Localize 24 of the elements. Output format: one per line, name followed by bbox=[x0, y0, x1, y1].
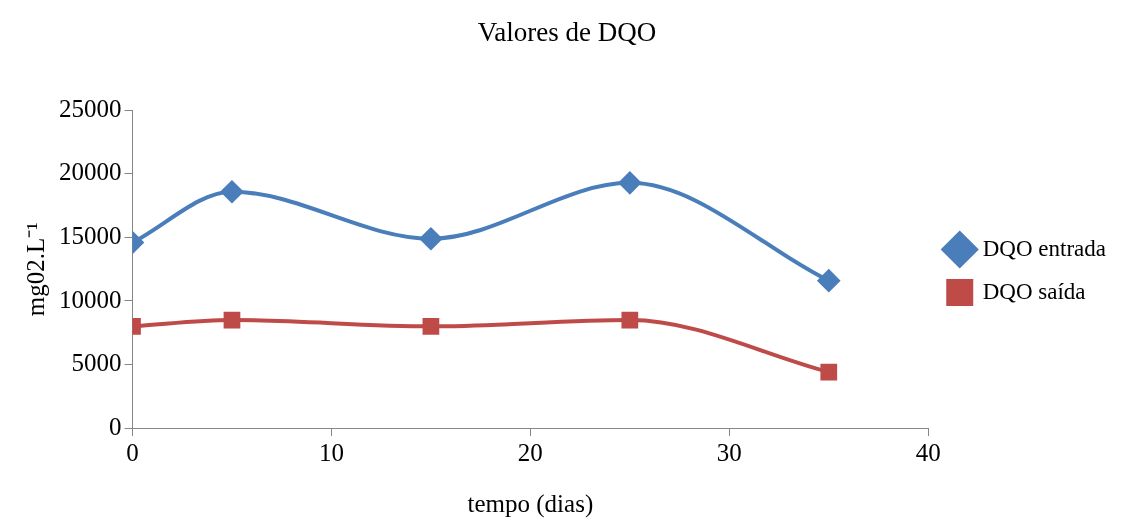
x-tick-label: 40 bbox=[915, 438, 941, 466]
x-tick-label: 10 bbox=[318, 438, 344, 466]
chart-title: Valores de DQO bbox=[477, 17, 657, 48]
y-tick-label: 0 bbox=[109, 412, 122, 440]
y-tick-label: 5000 bbox=[71, 349, 122, 377]
y-tick-label: 25000 bbox=[59, 94, 122, 122]
point bbox=[820, 363, 838, 381]
y-tick-label: 10000 bbox=[59, 285, 122, 313]
legend-label: DQO saída bbox=[982, 278, 1086, 304]
point bbox=[223, 311, 241, 329]
point bbox=[419, 227, 442, 250]
legend-label: DQO entrada bbox=[982, 235, 1107, 261]
point bbox=[618, 171, 641, 194]
y-tick-label: 20000 bbox=[59, 158, 122, 186]
point bbox=[817, 269, 840, 292]
point bbox=[422, 318, 440, 335]
point bbox=[220, 180, 243, 203]
y-axis-title: mg02.L⁻¹ bbox=[21, 222, 49, 317]
x-tick-label: 0 bbox=[126, 438, 139, 466]
point bbox=[621, 311, 639, 329]
x-axis-title: tempo (dias) bbox=[467, 489, 594, 518]
y-tick-label: 15000 bbox=[59, 222, 122, 249]
x-tick-label: 30 bbox=[716, 438, 742, 466]
x-tick-label: 20 bbox=[517, 438, 543, 466]
